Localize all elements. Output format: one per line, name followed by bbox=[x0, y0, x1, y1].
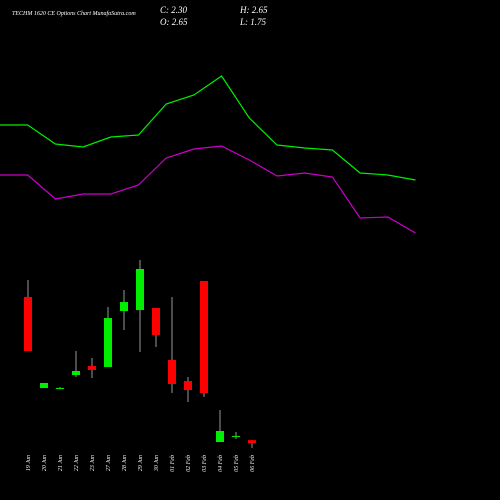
candle-down bbox=[248, 440, 256, 444]
candle-up bbox=[232, 435, 240, 437]
low-label: L: 1.75 bbox=[239, 17, 267, 27]
x-tick-label: 06 Feb bbox=[250, 455, 256, 472]
candle-up bbox=[216, 431, 224, 443]
x-tick-label: 28 Jun bbox=[122, 455, 128, 471]
candle-up bbox=[120, 302, 128, 312]
x-tick-label: 19 Jun bbox=[26, 455, 32, 471]
x-tick-label: 05 Feb bbox=[234, 455, 240, 472]
close-label: C: 2.30 bbox=[160, 5, 188, 15]
x-tick-label: 21 Jun bbox=[58, 455, 64, 471]
candle-down bbox=[24, 296, 32, 351]
high-label: H: 2.65 bbox=[239, 5, 268, 15]
open-label: O: 2.65 bbox=[160, 17, 188, 27]
x-tick-label: 04 Feb bbox=[217, 455, 224, 472]
candle-down bbox=[168, 359, 176, 385]
candle-down bbox=[88, 366, 96, 370]
x-tick-label: 23 Jun bbox=[90, 455, 96, 471]
indicator-line bbox=[0, 75, 416, 181]
candle-down bbox=[152, 308, 160, 335]
x-tick-label: 30 Jun bbox=[154, 455, 160, 472]
candle-up bbox=[136, 268, 144, 310]
indicator-line bbox=[0, 145, 416, 234]
candle-up bbox=[72, 371, 80, 376]
x-tick-label: 29 Jun bbox=[138, 455, 144, 471]
candle-up bbox=[40, 382, 48, 389]
candle-down bbox=[200, 280, 208, 393]
candle-down bbox=[184, 381, 192, 391]
x-tick-label: 03 Feb bbox=[202, 455, 208, 472]
x-tick-label: 20 Jun bbox=[42, 455, 48, 471]
x-tick-label: 01 Feb bbox=[170, 455, 176, 472]
candle-up bbox=[56, 388, 64, 390]
x-tick-label: 22 Jun bbox=[74, 455, 80, 471]
x-tick-label: 27 Jun bbox=[106, 455, 112, 471]
x-tick-label: 02 Feb bbox=[186, 455, 192, 472]
candle-up bbox=[104, 318, 112, 367]
chart-title: TECHM 1620 CE Options Chart MunafaSutra.… bbox=[12, 10, 136, 17]
